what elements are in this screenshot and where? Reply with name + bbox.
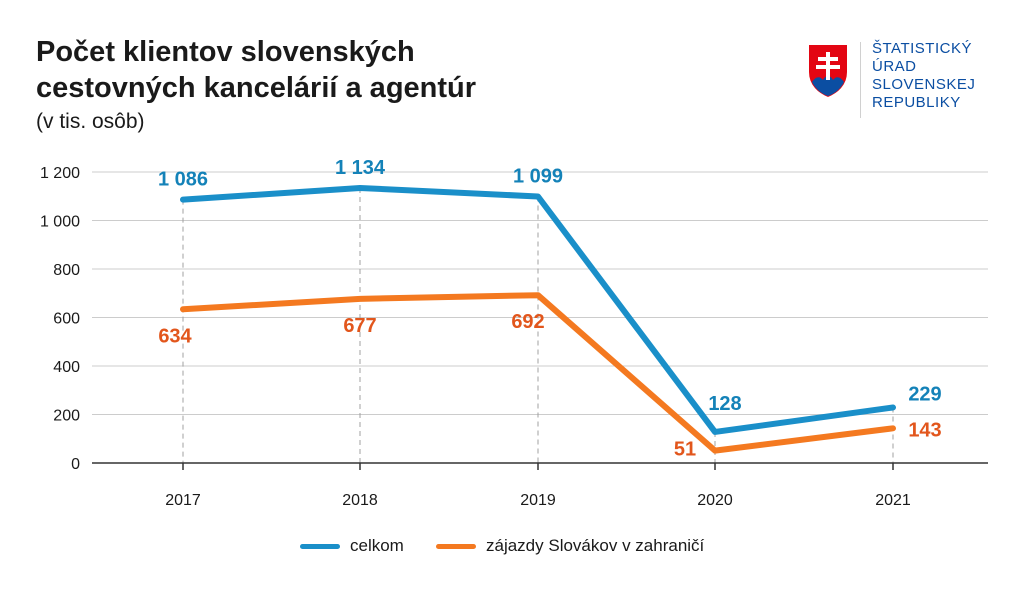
data-label-celkom: 1 099 (513, 165, 563, 187)
data-label-celkom: 1 086 (158, 169, 208, 191)
data-label-celkom: 229 (908, 383, 941, 405)
chart-title-line2: cestovných kancelárií a agentúr (36, 72, 477, 104)
y-tick-label: 1 200 (40, 165, 80, 182)
logo-text-line1: ŠTATISTICKÝ (872, 40, 972, 57)
data-label-zajazdy: 51 (674, 439, 696, 461)
logo-text-line4: REPUBLIKY (872, 94, 961, 111)
y-tick-label: 1 000 (40, 214, 80, 231)
y-tick-label: 0 (71, 456, 80, 473)
x-tick-label: 2021 (875, 492, 911, 509)
data-label-zajazdy: 692 (511, 311, 544, 333)
legend-label-celkom: celkom (350, 536, 404, 555)
x-tick-label: 2018 (342, 492, 378, 509)
legend-item-celkom: celkom (300, 536, 404, 556)
data-label-celkom: 1 134 (335, 157, 386, 179)
chart-legend: celkom zájazdy Slovákov v zahraničí (0, 536, 1024, 560)
data-label-celkom: 128 (708, 393, 741, 415)
legend-item-zajazdy: zájazdy Slovákov v zahraničí (436, 536, 704, 556)
logo-text-line3: SLOVENSKEJ (872, 76, 976, 93)
y-tick-label: 600 (53, 311, 80, 328)
y-tick-label: 400 (53, 359, 80, 376)
x-tick-label: 2020 (697, 492, 733, 509)
logo-divider (860, 42, 861, 118)
x-tick-label: 2017 (165, 492, 201, 509)
chart-title-line1: Počet klientov slovenských (36, 36, 415, 68)
data-label-zajazdy: 677 (343, 315, 376, 337)
legend-swatch-zajazdy (436, 543, 476, 549)
y-tick-label: 200 (53, 408, 80, 425)
data-label-zajazdy: 143 (908, 419, 941, 441)
chart-subtitle: (v tis. osôb) (36, 110, 145, 133)
data-label-zajazdy: 634 (158, 325, 192, 347)
legend-swatch-celkom (300, 543, 340, 549)
chart-title: Počet klientov slovenských cestovných ka… (36, 34, 476, 106)
series-line-zajazdy (180, 292, 896, 454)
x-tick-label: 2019 (520, 492, 556, 509)
slovak-coat-of-arms-icon (807, 43, 849, 100)
susr-logo: ŠTATISTICKÝ ÚRAD SLOVENSKEJ REPUBLIKY (804, 40, 1004, 120)
logo-text-line2: ÚRAD (872, 58, 917, 75)
series-line-celkom (180, 185, 896, 435)
logo-text: ŠTATISTICKÝ ÚRAD SLOVENSKEJ REPUBLIKY (872, 40, 975, 112)
y-tick-label: 800 (53, 262, 80, 279)
legend-label-zajazdy: zájazdy Slovákov v zahraničí (486, 536, 705, 555)
